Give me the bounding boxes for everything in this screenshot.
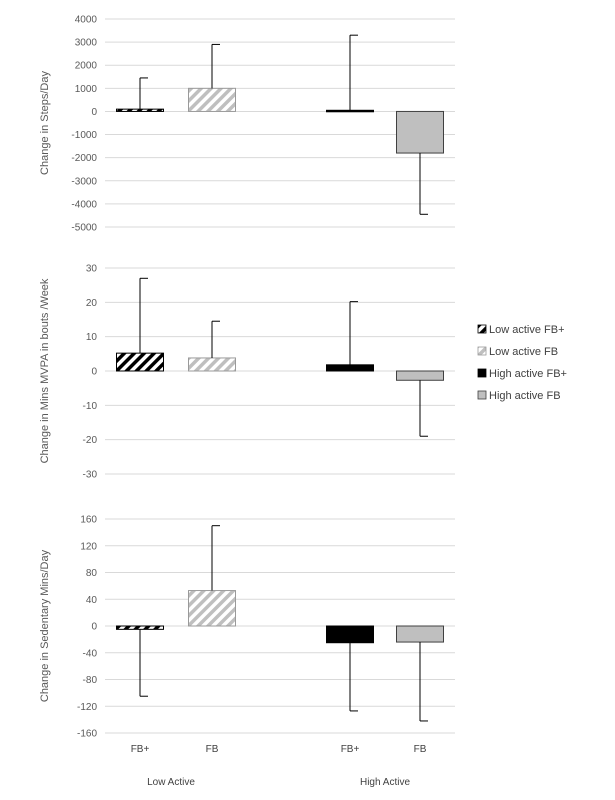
y-tick-label: 160: [80, 515, 97, 526]
bar-low-active-fb-: [116, 625, 164, 630]
y-tick-label: 20: [86, 298, 98, 309]
chart-panel-3: 160 120 80 40 0 -40 -80 -120 -160 Change in Seden…: [39, 515, 455, 740]
y-tick-label: 1000: [75, 84, 98, 95]
y-tick-label: 120: [80, 541, 97, 552]
legend-swatch: [477, 368, 487, 378]
chart-panel-1: 4000 3000 2000 1000 0 -1000 -2000 -3000 -4000 -50…: [39, 15, 455, 234]
legend-item: Low active FB: [477, 346, 558, 358]
legend-item: High active FB: [477, 390, 561, 402]
y-tick-label: 30: [86, 264, 98, 275]
bar-high-active-fb-: [326, 109, 374, 113]
bar-high-active-fb: [396, 110, 444, 154]
y-tick-label: -4000: [71, 199, 97, 210]
legend-swatch: [477, 390, 487, 400]
y-axis-label: Change in Steps/Day: [39, 71, 51, 175]
legend-label: High active FB+: [489, 368, 567, 380]
y-tick-label: 0: [91, 367, 97, 378]
y-tick-label: -30: [83, 470, 98, 481]
y-tick-label: -2000: [71, 153, 97, 164]
y-tick-label: -160: [77, 729, 97, 740]
legend-swatch: [477, 346, 487, 356]
x-category-label: FB+: [131, 744, 150, 755]
y-tick-label: 10: [86, 332, 98, 343]
chart-panel-2: 30 20 10 0 -10 -20 -30 Change in Mins MVPA in b…: [39, 264, 455, 481]
bar-low-active-fb: [188, 87, 236, 112]
legend-swatch: [477, 324, 487, 334]
legend-label: Low active FB: [489, 346, 558, 358]
y-tick-label: -10: [83, 401, 98, 412]
y-axis-label: Change in Sedentary Mins/Day: [39, 549, 51, 702]
y-tick-label: -5000: [71, 223, 97, 234]
bar-high-active-fb-: [326, 364, 374, 372]
x-group-label: Low Active: [147, 777, 195, 788]
bar-high-active-fb: [396, 625, 444, 643]
x-category-label: FB: [414, 744, 427, 755]
y-tick-label: 40: [86, 595, 98, 606]
x-category-label: FB: [206, 744, 219, 755]
x-group-label: High Active: [360, 777, 410, 788]
y-tick-label: 0: [91, 622, 97, 633]
y-tick-label: 2000: [75, 61, 98, 72]
legend-label: High active FB: [489, 390, 561, 402]
bar-low-active-fb-: [116, 352, 164, 372]
y-tick-label: 0: [91, 107, 97, 118]
y-tick-label: -3000: [71, 176, 97, 187]
y-tick-label: -80: [83, 675, 98, 686]
y-axis-label: Change in Mins MVPA in bouts /Week: [39, 278, 51, 463]
bar-low-active-fb-: [116, 108, 164, 112]
bar-low-active-fb: [188, 357, 236, 372]
bar-high-active-fb: [396, 370, 444, 381]
legend-item: High active FB+: [477, 368, 567, 380]
x-category-label: FB+: [341, 744, 360, 755]
bar-low-active-fb: [188, 590, 236, 627]
legend-item: Low active FB+: [477, 324, 565, 336]
y-tick-label: 4000: [75, 15, 98, 26]
y-tick-label: -120: [77, 702, 97, 713]
y-tick-label: -20: [83, 435, 98, 446]
legend-label: Low active FB+: [489, 324, 565, 336]
bar-high-active-fb-: [326, 625, 374, 644]
y-tick-label: 3000: [75, 38, 98, 49]
y-tick-label: 80: [86, 568, 98, 579]
y-tick-label: -1000: [71, 130, 97, 141]
y-tick-label: -40: [83, 648, 98, 659]
